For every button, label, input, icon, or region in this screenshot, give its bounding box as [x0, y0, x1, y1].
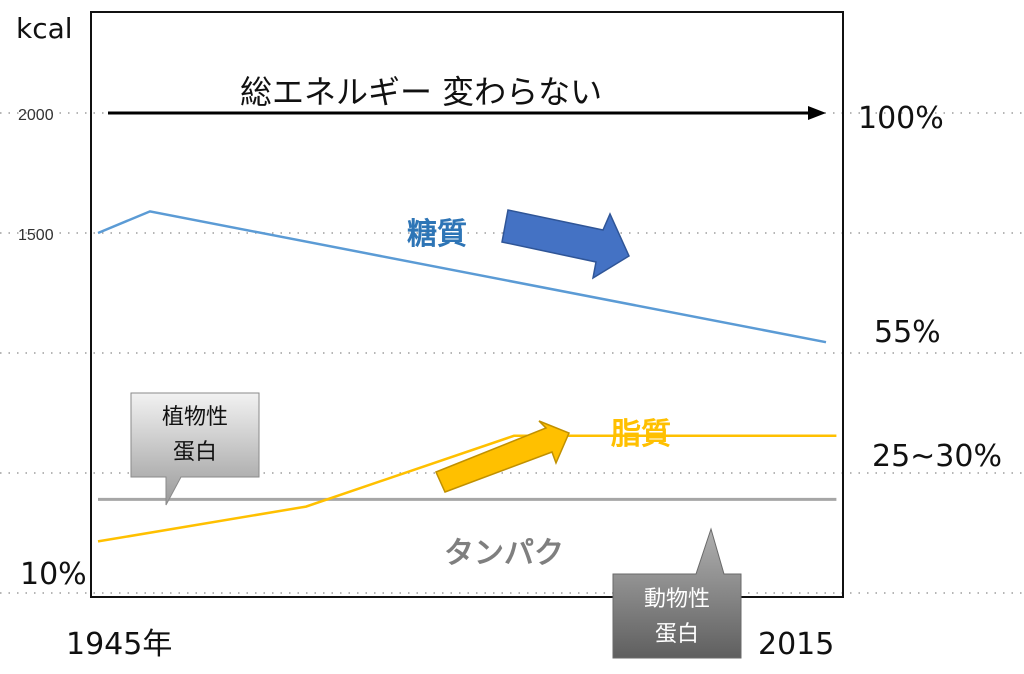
animal-protein-line2: 蛋白 — [655, 622, 699, 647]
y-axis-unit: kcal — [16, 12, 73, 45]
left-label-10: 10% — [20, 557, 87, 592]
right-label-100: 100% — [858, 101, 944, 136]
y-tick-2000: 2000 — [18, 107, 54, 124]
sugar-label: 糖質 — [407, 217, 467, 252]
x-label-end: 2015 — [758, 627, 834, 662]
gridlines — [0, 112, 1024, 594]
animal-protein-callout: 動物性 蛋白 — [612, 527, 742, 659]
right-label-25-30: 25~30% — [872, 439, 1002, 474]
fat-trend-arrow — [434, 420, 570, 493]
total-energy-arrow — [108, 106, 826, 120]
y-tick-1500: 1500 — [18, 227, 54, 244]
series-line-sugar — [97, 210, 827, 344]
x-label-start: 1945年 — [66, 627, 172, 662]
plant-protein-line2: 蛋白 — [173, 440, 217, 465]
sugar-trend-arrow — [501, 209, 630, 280]
series-line-fat — [97, 434, 837, 543]
fat-label: 脂質 — [611, 417, 671, 452]
plant-protein-callout: 植物性 蛋白 — [130, 392, 260, 506]
protein-label: タンパク — [444, 536, 564, 571]
plot-frame — [90, 11, 844, 598]
plant-protein-line1: 植物性 — [162, 405, 228, 430]
right-label-55: 55% — [874, 315, 941, 350]
animal-protein-line1: 動物性 — [644, 587, 710, 612]
total-energy-label: 総エネルギー 変わらない — [240, 73, 602, 111]
